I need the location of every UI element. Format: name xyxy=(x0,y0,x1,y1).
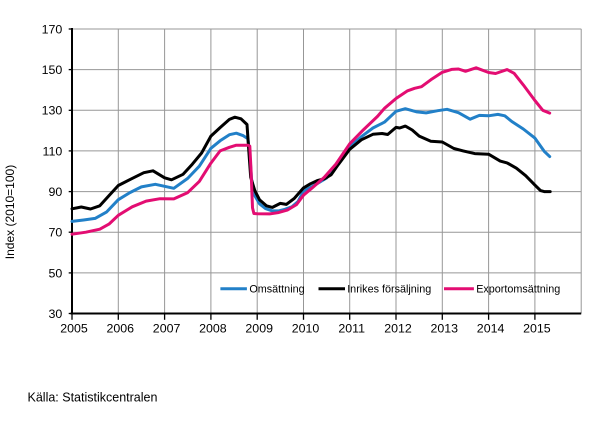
svg-text:2008: 2008 xyxy=(199,322,227,336)
svg-text:Exportomsättning: Exportomsättning xyxy=(476,284,560,296)
svg-text:2006: 2006 xyxy=(107,322,135,336)
svg-text:150: 150 xyxy=(42,63,63,77)
svg-text:70: 70 xyxy=(49,226,63,240)
svg-text:Källa: Statistikcentralen: Källa: Statistikcentralen xyxy=(28,391,158,405)
svg-text:90: 90 xyxy=(49,185,63,199)
svg-text:2013: 2013 xyxy=(431,322,459,336)
svg-text:130: 130 xyxy=(42,104,63,118)
svg-text:Index (2010=100): Index (2010=100) xyxy=(3,165,17,259)
svg-text:2012: 2012 xyxy=(384,322,412,336)
svg-text:Omsättning: Omsättning xyxy=(249,284,304,296)
svg-text:2007: 2007 xyxy=(153,322,181,336)
svg-text:110: 110 xyxy=(43,144,63,158)
svg-text:2005: 2005 xyxy=(60,322,88,336)
svg-text:170: 170 xyxy=(42,22,63,36)
svg-text:50: 50 xyxy=(49,266,63,280)
svg-text:2011: 2011 xyxy=(338,322,365,336)
svg-text:Inrikes försäljning: Inrikes försäljning xyxy=(347,284,431,296)
svg-text:2010: 2010 xyxy=(292,322,320,336)
svg-text:2014: 2014 xyxy=(477,322,505,336)
svg-text:2015: 2015 xyxy=(523,322,551,336)
svg-text:2009: 2009 xyxy=(245,322,273,336)
svg-text:30: 30 xyxy=(49,307,63,321)
